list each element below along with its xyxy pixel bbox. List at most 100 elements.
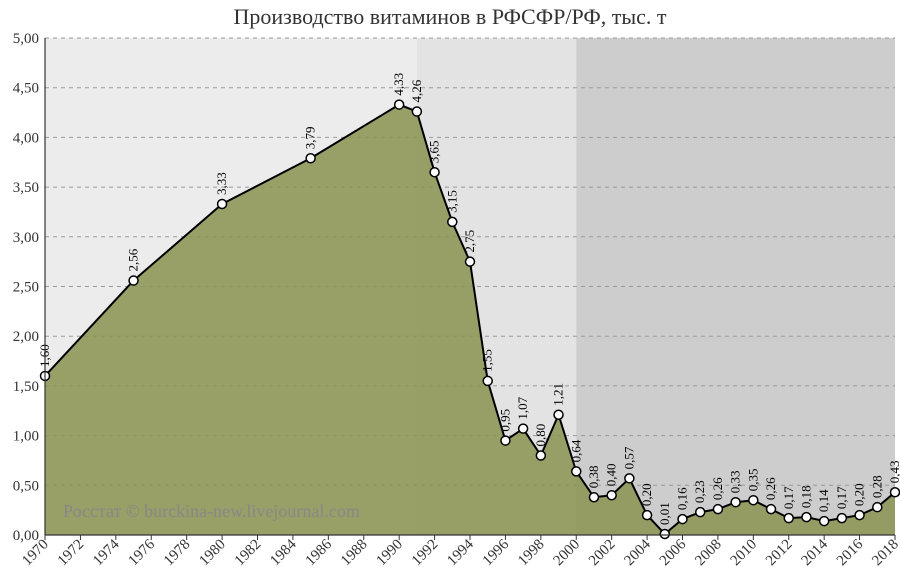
data-marker xyxy=(607,491,616,500)
data-marker xyxy=(501,436,510,445)
value-label: 0,40 xyxy=(604,463,619,486)
data-marker xyxy=(820,517,829,526)
data-marker xyxy=(589,493,598,502)
data-marker xyxy=(837,514,846,523)
value-label: 0,38 xyxy=(586,465,601,488)
value-label: 0,20 xyxy=(639,483,654,506)
xtick-label: 2006 xyxy=(657,536,690,569)
data-marker xyxy=(554,410,563,419)
ytick-label: 3,00 xyxy=(13,230,39,246)
value-label: 4,26 xyxy=(409,79,424,102)
value-label: 1,21 xyxy=(551,383,566,406)
value-label: 0,01 xyxy=(657,502,672,525)
xtick-label: 2008 xyxy=(692,537,725,570)
value-label: 0,18 xyxy=(798,485,813,508)
data-marker xyxy=(784,514,793,523)
ytick-label: 3,50 xyxy=(13,180,39,196)
ytick-label: 4,00 xyxy=(13,130,39,146)
data-marker xyxy=(678,515,687,524)
value-label: 0,43 xyxy=(887,461,900,484)
data-marker xyxy=(218,199,227,208)
value-label: 0,14 xyxy=(816,489,831,512)
xtick-label: 2002 xyxy=(586,537,619,570)
xtick-label: 1988 xyxy=(338,537,371,570)
xtick-label: 1996 xyxy=(480,536,513,569)
value-label: 0,95 xyxy=(497,409,512,432)
value-label: 3,15 xyxy=(444,190,459,213)
data-marker xyxy=(129,276,138,285)
xtick-label: 1990 xyxy=(373,537,406,570)
data-marker xyxy=(448,217,457,226)
value-label: 3,65 xyxy=(427,140,442,163)
value-label: 2,56 xyxy=(126,248,141,271)
value-label: 0,17 xyxy=(834,486,849,509)
ytick-label: 5,00 xyxy=(13,31,39,47)
data-marker xyxy=(891,488,900,497)
data-marker xyxy=(430,168,439,177)
data-marker xyxy=(802,513,811,522)
ytick-label: 0,50 xyxy=(13,478,39,494)
data-marker xyxy=(466,257,475,266)
data-marker xyxy=(767,505,776,514)
xtick-label: 2010 xyxy=(728,537,761,570)
value-label: 0,20 xyxy=(852,483,867,506)
xtick-label: 1980 xyxy=(196,537,229,570)
data-marker xyxy=(643,511,652,520)
chart-container: Производство витаминов в РФСФР/РФ, тыс. … xyxy=(0,0,900,581)
value-label: 4,33 xyxy=(391,73,406,96)
ytick-label: 2,50 xyxy=(13,280,39,296)
data-marker xyxy=(536,451,545,460)
value-label: 3,79 xyxy=(303,127,318,150)
ytick-label: 2,00 xyxy=(13,329,39,345)
data-marker xyxy=(696,508,705,517)
data-marker xyxy=(713,505,722,514)
value-label: 2,75 xyxy=(462,230,477,253)
data-marker xyxy=(395,100,404,109)
value-label: 3,33 xyxy=(214,172,229,195)
value-label: 0,26 xyxy=(763,477,778,500)
xtick-label: 2004 xyxy=(621,536,654,569)
xtick-label: 2012 xyxy=(763,537,796,570)
data-marker xyxy=(660,530,669,539)
xtick-label: 1982 xyxy=(232,537,265,570)
ytick-label: 1,50 xyxy=(13,379,39,395)
xtick-label: 1986 xyxy=(303,536,336,569)
data-marker xyxy=(749,496,758,505)
xtick-label: 1976 xyxy=(126,536,159,569)
value-label: 0,64 xyxy=(568,439,583,462)
watermark: Росстат © burckina-new.livejournal.com xyxy=(63,501,360,521)
data-marker xyxy=(873,503,882,512)
value-label: 0,23 xyxy=(692,480,707,503)
xtick-label: 1974 xyxy=(90,536,123,569)
value-label: 1,07 xyxy=(515,396,530,419)
ytick-label: 4,50 xyxy=(13,81,39,97)
xtick-label: 1992 xyxy=(409,537,442,570)
ytick-label: 1,00 xyxy=(13,429,39,445)
value-label: 0,17 xyxy=(781,486,796,509)
value-label: 0,35 xyxy=(745,468,760,491)
chart-svg: 0,000,501,001,502,002,503,003,504,004,50… xyxy=(0,0,900,581)
data-marker xyxy=(306,154,315,163)
xtick-label: 2014 xyxy=(798,536,831,569)
data-marker xyxy=(483,376,492,385)
xtick-label: 2016 xyxy=(834,536,867,569)
value-label: 0,16 xyxy=(675,487,690,510)
xtick-label: 1978 xyxy=(161,537,194,570)
data-marker xyxy=(731,498,740,507)
value-label: 0,80 xyxy=(533,424,548,447)
xtick-label: 1972 xyxy=(55,537,88,570)
data-marker xyxy=(412,107,421,116)
data-marker xyxy=(572,467,581,476)
xtick-label: 2018 xyxy=(869,537,900,570)
xtick-label: 1998 xyxy=(515,537,548,570)
xtick-label: 1994 xyxy=(444,536,477,569)
xtick-label: 1984 xyxy=(267,536,300,569)
value-label: 0,26 xyxy=(710,477,725,500)
data-marker xyxy=(625,474,634,483)
xtick-label: 2000 xyxy=(551,537,584,570)
value-label: 1,55 xyxy=(480,349,495,372)
value-label: 0,33 xyxy=(728,470,743,493)
value-label: 0,28 xyxy=(869,475,884,498)
data-marker xyxy=(855,511,864,520)
data-marker xyxy=(519,424,528,433)
